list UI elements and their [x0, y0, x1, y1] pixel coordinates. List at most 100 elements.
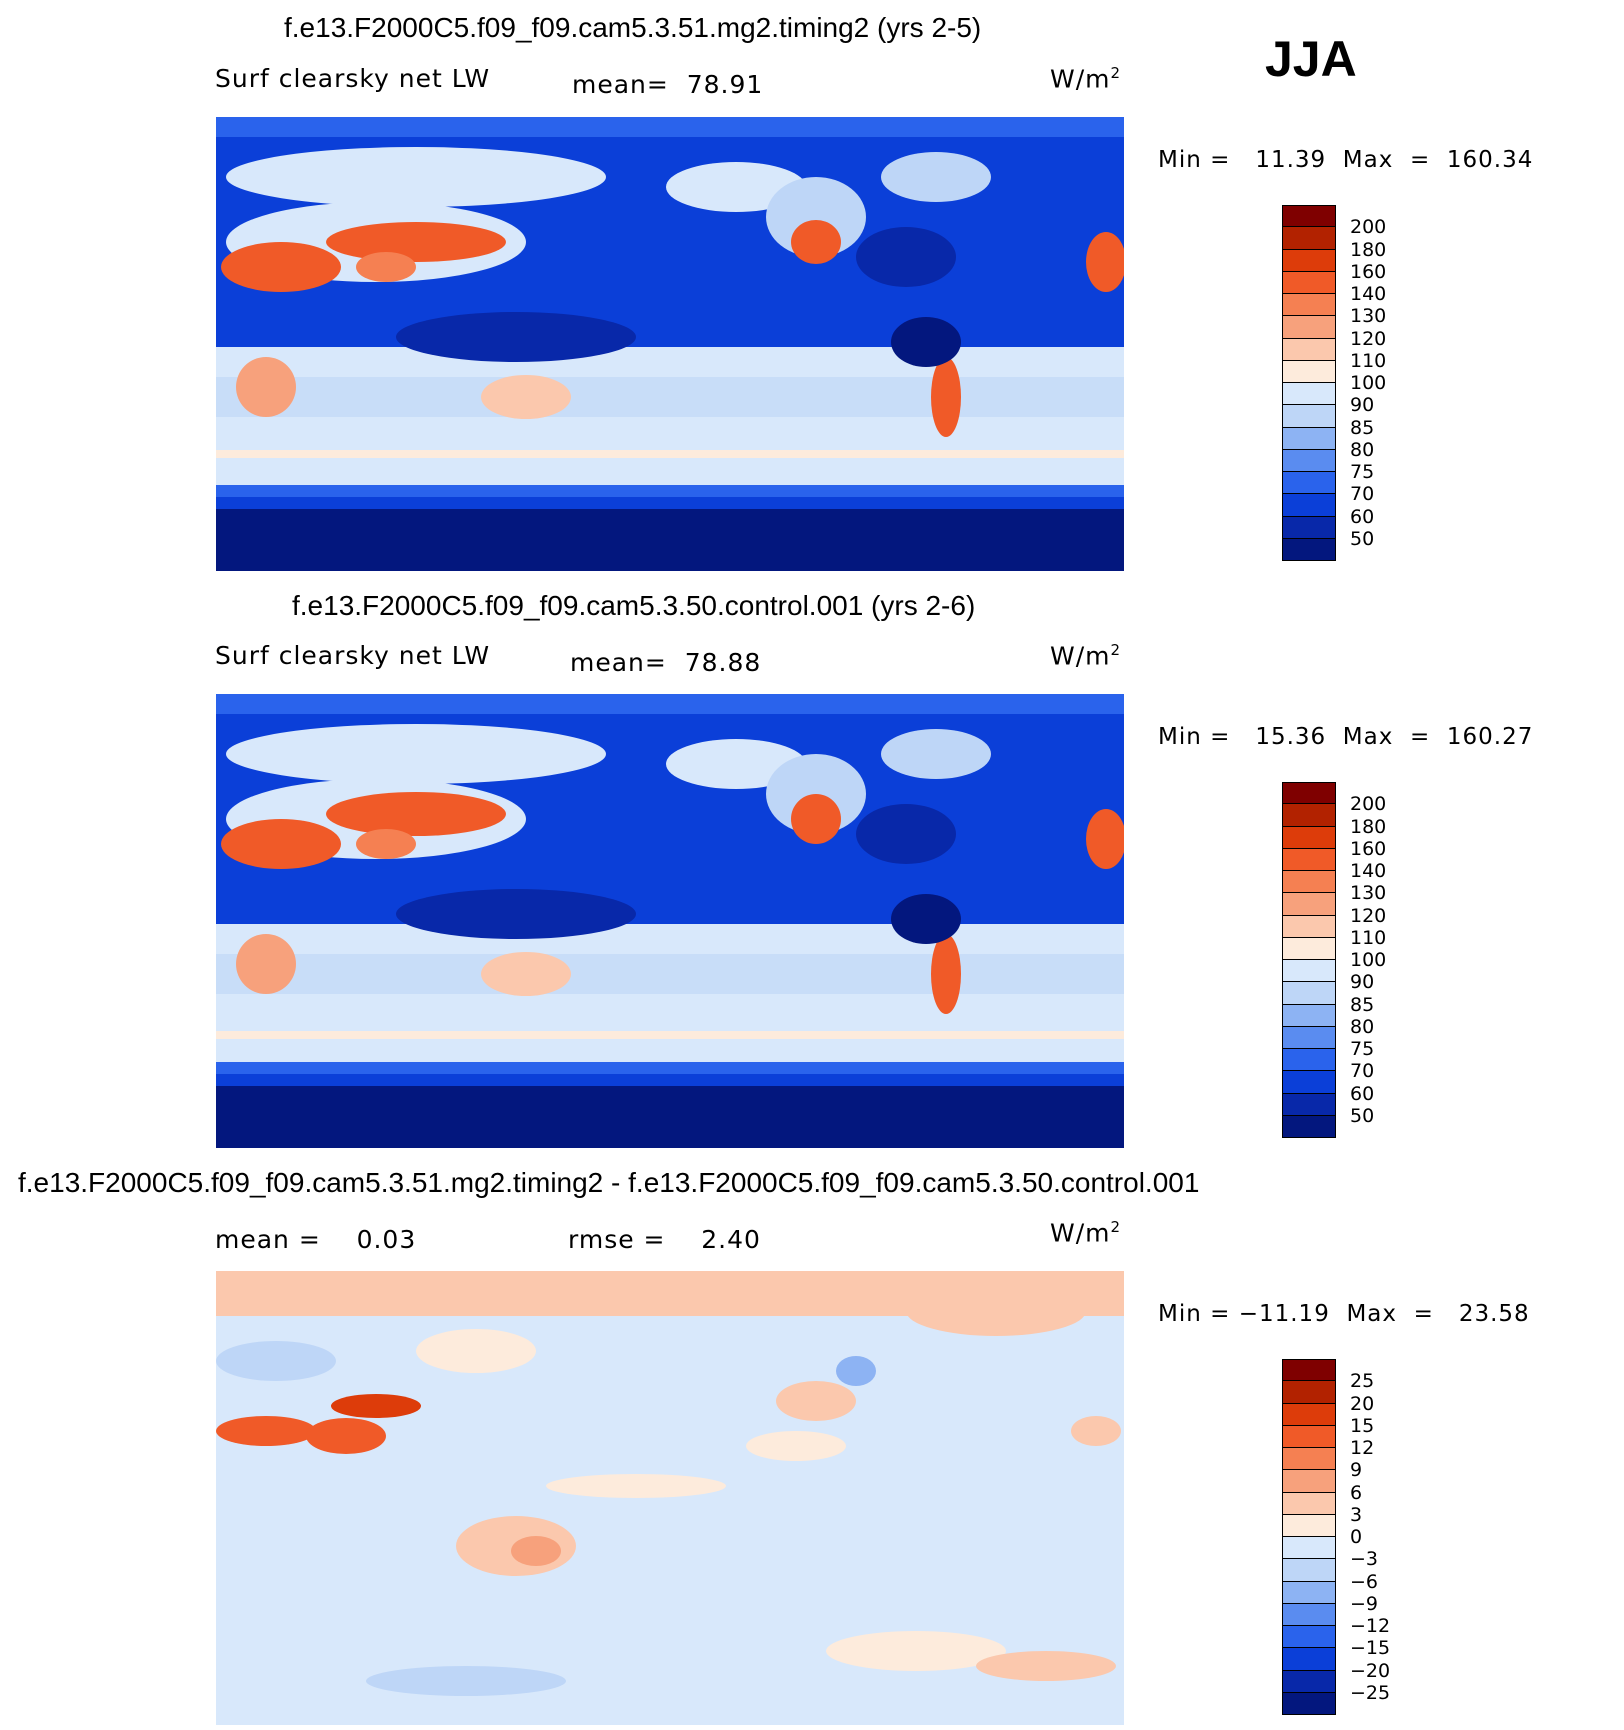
- colorbar-tick-label: −9: [1350, 1592, 1379, 1615]
- colorbar-swatch: [1282, 871, 1336, 894]
- colorbar-tick-label: 160: [1350, 260, 1387, 283]
- colorbar-swatch: [1282, 427, 1336, 450]
- colorbar-swatch: [1282, 1470, 1336, 1493]
- colorbar-swatch: [1282, 360, 1336, 383]
- colorbar-tick-label: 70: [1350, 1060, 1375, 1083]
- panel-2-map: [216, 694, 1124, 1148]
- panel-3-map: [216, 1271, 1124, 1725]
- colorbar-swatch: [1282, 338, 1336, 361]
- colorbar-tick-label: 50: [1350, 527, 1375, 550]
- colorbar-swatch: [1282, 1071, 1336, 1094]
- colorbar-tick-label: 85: [1350, 416, 1375, 439]
- colorbar-swatch: [1282, 1648, 1336, 1671]
- colorbar-tick-label: −6: [1350, 1570, 1379, 1593]
- colorbar-swatch: [1282, 516, 1336, 539]
- colorbar-frame: [1282, 205, 1336, 561]
- colorbar-tick-label: 75: [1350, 1038, 1375, 1060]
- colorbar-swatch: [1282, 960, 1336, 983]
- colorbar-tick-label: 110: [1350, 349, 1387, 372]
- colorbar-swatch: [1282, 205, 1336, 228]
- panel-1-map: [216, 117, 1124, 571]
- colorbar-tick-label: 90: [1350, 394, 1375, 417]
- colorbar-tick-label: 85: [1350, 993, 1375, 1016]
- colorbar-tick-label: 200: [1350, 793, 1387, 816]
- colorbar-swatch: [1282, 915, 1336, 938]
- colorbar-swatch: [1282, 848, 1336, 871]
- colorbar-tick-label: 75: [1350, 461, 1375, 483]
- colorbar-tick-label: 180: [1350, 815, 1387, 838]
- colorbar-frame: [1282, 1359, 1336, 1715]
- colorbar-swatch: [1282, 1626, 1336, 1649]
- colorbar-tick-label: 160: [1350, 837, 1387, 860]
- panel-1-units: W/m2: [1050, 64, 1122, 94]
- colorbar-tick-label: 200: [1350, 216, 1387, 239]
- colorbar-tick-label: 140: [1350, 860, 1387, 882]
- colorbar-tick-label: 80: [1350, 438, 1375, 461]
- panel-1-mean-label: mean= 78.91: [572, 70, 764, 99]
- colorbar-tick-label: 180: [1350, 238, 1387, 261]
- panel-2-min-max: Min = 15.36 Max = 160.27: [1158, 724, 1534, 750]
- colorbar-tick-label: 60: [1350, 1082, 1375, 1105]
- colorbar-frame: [1282, 782, 1336, 1138]
- colorbar-swatch: [1282, 1448, 1336, 1471]
- colorbar-swatch: [1282, 383, 1336, 406]
- panel-2-mean-label: mean= 78.88: [570, 648, 762, 677]
- colorbar-swatch: [1282, 1670, 1336, 1693]
- colorbar-swatch: [1282, 804, 1336, 827]
- colorbar-tick-label: 80: [1350, 1015, 1375, 1038]
- colorbar-tick-label: −25: [1350, 1681, 1391, 1704]
- panel-1-min-max: Min = 11.39 Max = 160.34: [1158, 147, 1534, 173]
- colorbar-swatch: [1282, 472, 1336, 495]
- colorbar-swatch: [1282, 1425, 1336, 1448]
- panel-3-colorbar: 25 20 15 12 9 6 3 0 −3 −6 −9 −12 −15 −20 −25: [1282, 1359, 1390, 1715]
- colorbar-swatch: [1282, 1603, 1336, 1626]
- panel-3-rmse-label: rmse = 2.40: [568, 1225, 761, 1254]
- colorbar-swatch: [1282, 1049, 1336, 1072]
- panel-1-colorbar: 200 180 160 140 130 120 110 100 90 85 80 75 70 60 50: [1282, 205, 1386, 561]
- colorbar-swatch: [1282, 782, 1336, 805]
- colorbar-tick-label: 6: [1350, 1481, 1363, 1504]
- colorbar-tick-label: −20: [1350, 1659, 1391, 1682]
- panel-1-variable-label: Surf clearsky net LW: [215, 64, 491, 93]
- colorbar-swatch: [1282, 893, 1336, 916]
- panel-3-mean-label: mean = 0.03: [215, 1225, 417, 1254]
- season-label: JJA: [1265, 31, 1357, 87]
- colorbar-tick-label: 90: [1350, 971, 1375, 994]
- colorbar-tick-label: 20: [1350, 1392, 1375, 1415]
- colorbar-tick-label: 130: [1350, 305, 1387, 328]
- colorbar-swatch: [1282, 494, 1336, 517]
- colorbar-swatch: [1282, 826, 1336, 849]
- colorbar-tick-label: 120: [1350, 327, 1387, 350]
- colorbar-tick-label: 15: [1350, 1414, 1375, 1437]
- colorbar-swatch: [1282, 1514, 1336, 1537]
- panel-2-colorbar: 200 180 160 140 130 120 110 100 90 85 80 75 70 60 50: [1282, 782, 1386, 1138]
- colorbar-swatch: [1282, 405, 1336, 428]
- colorbar-swatch: [1282, 227, 1336, 250]
- panel-3-min-max: Min = −11.19 Max = 23.58: [1158, 1301, 1530, 1327]
- colorbar-swatch: [1282, 1381, 1336, 1404]
- colorbar-swatch: [1282, 249, 1336, 272]
- colorbar-tick-label: −15: [1350, 1637, 1391, 1660]
- colorbar-tick-label: −3: [1350, 1548, 1379, 1571]
- colorbar-swatch: [1282, 449, 1336, 472]
- colorbar-swatch: [1282, 1026, 1336, 1049]
- colorbar-swatch: [1282, 982, 1336, 1005]
- colorbar-tick-label: 70: [1350, 483, 1375, 506]
- colorbar-swatch: [1282, 937, 1336, 960]
- colorbar-tick-label: 100: [1350, 372, 1387, 394]
- colorbar-swatch: [1282, 1093, 1336, 1116]
- colorbar-swatch: [1282, 1004, 1336, 1027]
- colorbar-tick-label: 12: [1350, 1437, 1375, 1459]
- colorbar-swatch: [1282, 1537, 1336, 1560]
- colorbar-swatch: [1282, 316, 1336, 339]
- colorbar-swatch: [1282, 1359, 1336, 1382]
- colorbar-swatch: [1282, 1403, 1336, 1426]
- colorbar-tick-label: 3: [1350, 1503, 1363, 1526]
- panel-1-title: f.e13.F2000C5.f09_f09.cam5.3.51.mg2.timi…: [284, 12, 982, 43]
- panel-2-title: f.e13.F2000C5.f09_f09.cam5.3.50.control.…: [292, 590, 976, 621]
- panel-2-units: W/m2: [1050, 641, 1122, 671]
- colorbar-tick-label: 110: [1350, 926, 1387, 949]
- colorbar-tick-label: 140: [1350, 283, 1387, 305]
- panel-3-title: f.e13.F2000C5.f09_f09.cam5.3.51.mg2.timi…: [18, 1167, 1200, 1198]
